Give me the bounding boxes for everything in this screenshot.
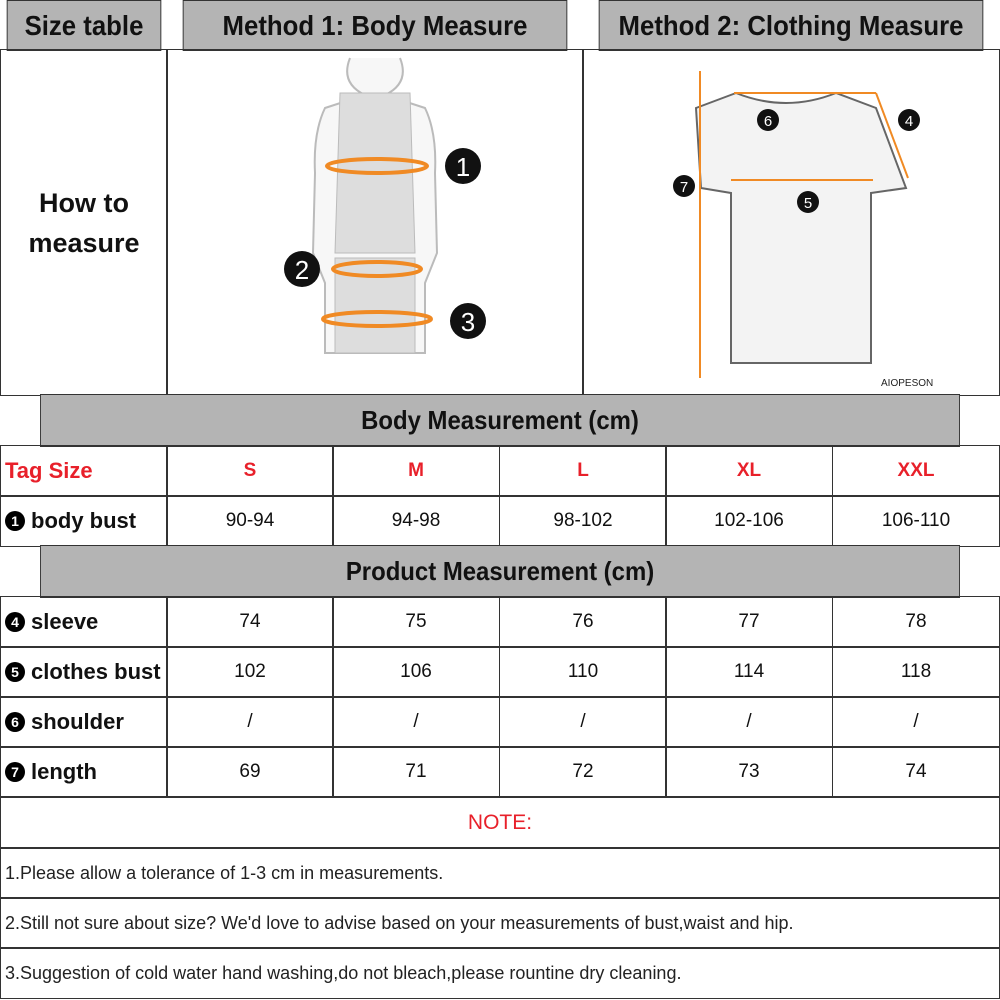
value-cell: 102 <box>166 646 334 698</box>
value-cell: / <box>332 696 500 748</box>
row-clothes-bust: 5 clothes bust <box>0 646 168 698</box>
number-badge: 4 <box>5 612 25 632</box>
value-cell: 118 <box>832 646 1000 698</box>
product-measurement-title: Product Measurement (cm) <box>40 545 960 598</box>
value-cell: 110 <box>499 646 667 698</box>
value-cell: 74 <box>832 746 1000 798</box>
size-S: S <box>166 445 334 497</box>
value-cell: 78 <box>832 596 1000 648</box>
marker-3: 3 <box>450 302 486 339</box>
size-XXL: XXL <box>832 445 1000 497</box>
clothing-measure-illustration: 6 4 5 7 AIOPESON <box>582 49 1000 396</box>
header-size-table: Size table <box>6 0 162 51</box>
value-cell: 73 <box>665 746 833 798</box>
value-cell: 114 <box>665 646 833 698</box>
note-3: 3.Suggestion of cold water hand washing,… <box>0 947 1000 999</box>
svg-text:2: 2 <box>295 255 309 285</box>
number-badge: 6 <box>5 712 25 732</box>
svg-text:3: 3 <box>461 307 475 337</box>
value-cell: 75 <box>332 596 500 648</box>
header-method-2: Method 2: Clothing Measure <box>598 0 984 51</box>
value-cell: 98-102 <box>499 495 667 547</box>
value-cell: 94-98 <box>332 495 500 547</box>
marker-1: 1 <box>445 147 481 184</box>
body-measure-illustration: 1 2 3 <box>166 49 584 396</box>
size-XL: XL <box>665 445 833 497</box>
row-label: shoulder <box>31 709 124 734</box>
value-cell: / <box>832 696 1000 748</box>
value-cell: / <box>499 696 667 748</box>
note-1: 1.Please allow a tolerance of 1-3 cm in … <box>0 847 1000 899</box>
marker-7: 7 <box>673 174 695 197</box>
tag-size-label: Tag Size <box>0 445 168 497</box>
number-badge: 1 <box>5 511 25 531</box>
header-method-1: Method 1: Body Measure <box>182 0 568 51</box>
svg-text:7: 7 <box>680 179 688 196</box>
row-shoulder: 6 shoulder <box>0 696 168 748</box>
size-L: L <box>499 445 667 497</box>
value-cell: 76 <box>499 596 667 648</box>
row-length: 7 length <box>0 746 168 798</box>
value-cell: 71 <box>332 746 500 798</box>
svg-text:4: 4 <box>905 113 913 130</box>
value-cell: 74 <box>166 596 334 648</box>
body-measurement-title: Body Measurement (cm) <box>40 394 960 447</box>
value-cell: 90-94 <box>166 495 334 547</box>
note-title: NOTE: <box>0 796 1000 849</box>
marker-6: 6 <box>757 108 779 131</box>
svg-text:5: 5 <box>804 195 812 212</box>
value-cell: 106-110 <box>832 495 1000 547</box>
how-to-measure-label: How to measure <box>0 49 168 396</box>
marker-5: 5 <box>797 190 819 213</box>
svg-text:6: 6 <box>764 113 772 130</box>
row-label: length <box>31 759 97 784</box>
value-cell: 69 <box>166 746 334 798</box>
row-label: sleeve <box>31 609 99 634</box>
watermark: AIOPESON <box>881 378 933 389</box>
number-badge: 7 <box>5 762 25 782</box>
row-body-bust: 1 body bust <box>0 495 168 547</box>
value-cell: 106 <box>332 646 500 698</box>
marker-4: 4 <box>898 108 920 131</box>
value-cell: 72 <box>499 746 667 798</box>
value-cell: / <box>665 696 833 748</box>
marker-2: 2 <box>284 250 320 287</box>
note-2: 2.Still not sure about size? We'd love t… <box>0 897 1000 949</box>
value-cell: / <box>166 696 334 748</box>
row-label: clothes bust <box>31 659 161 684</box>
svg-text:1: 1 <box>456 152 470 182</box>
value-cell: 102-106 <box>665 495 833 547</box>
number-badge: 5 <box>5 662 25 682</box>
row-sleeve: 4 sleeve <box>0 596 168 648</box>
row-label: body bust <box>31 508 137 533</box>
value-cell: 77 <box>665 596 833 648</box>
size-M: M <box>332 445 500 497</box>
